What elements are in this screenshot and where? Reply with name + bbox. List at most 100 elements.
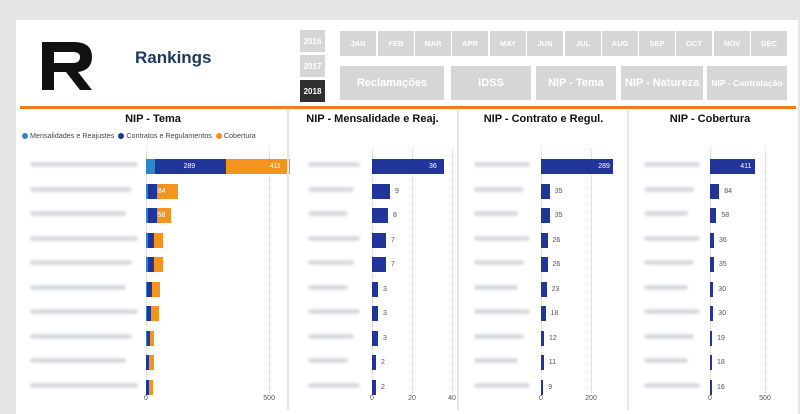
- category-label: [644, 235, 700, 241]
- category-label: [30, 260, 132, 265]
- data-label: 26: [552, 236, 561, 244]
- bar: [372, 232, 386, 248]
- category-label: [644, 309, 700, 314]
- data-label: 35: [554, 187, 563, 195]
- legend-label: Mensalidades e Reajustes: [30, 131, 115, 140]
- bar: [541, 306, 546, 321]
- legend-item-contratos[interactable]: Contratos e Regulamentos: [118, 131, 212, 140]
- category-label: [30, 358, 126, 363]
- data-label: 411: [269, 163, 281, 170]
- chart-title: NIP - Contrato e Regul.: [483, 113, 604, 125]
- bar: [710, 281, 714, 297]
- bar: [372, 183, 390, 199]
- month-button-jan[interactable]: JAN: [340, 31, 376, 56]
- month-button-dec[interactable]: DEC: [751, 31, 787, 56]
- data-label: 30: [718, 285, 727, 293]
- axis-tick-label: 500: [263, 395, 275, 402]
- category-label: [308, 284, 348, 290]
- category-label: [308, 235, 360, 241]
- chart-panel-nip-tema: NIP - Tema Mensalidades e Reajustes Cont…: [22, 110, 328, 410]
- bar: [372, 208, 388, 223]
- bar-cobertura: [152, 281, 160, 297]
- gridline: [452, 148, 453, 393]
- bar: [372, 159, 444, 174]
- month-button-feb[interactable]: FEB: [378, 31, 414, 56]
- month-button-mar[interactable]: MAR: [415, 31, 451, 56]
- data-label: 35: [718, 261, 727, 268]
- panel-divider: [287, 110, 289, 410]
- bar-cobertura: [148, 379, 153, 395]
- tab-nip-natureza[interactable]: NIP - Natureza: [621, 66, 703, 100]
- data-label: 2: [381, 383, 385, 391]
- axis-tick-label: 40: [448, 395, 456, 402]
- month-button-aug[interactable]: AUG: [602, 31, 638, 56]
- chart-panel-nip-mensalidade: NIP - Mensalidade e Reaj. 0 20 40 36 9 8 7 7 3 3 3…: [290, 110, 456, 410]
- category-label: [308, 333, 354, 339]
- category-label: [308, 260, 354, 265]
- month-button-oct[interactable]: OCT: [676, 31, 712, 56]
- panel-divider: [457, 110, 459, 410]
- bar-contratos: [146, 379, 149, 395]
- axis-tick-label: 200: [585, 395, 597, 402]
- right-margin: [790, 110, 798, 410]
- year-button-2018[interactable]: 2018: [300, 80, 325, 102]
- tab-nip-tema[interactable]: NIP - Tema: [536, 66, 616, 100]
- bar-contratos: [147, 257, 155, 272]
- bar-mensalidades: [146, 257, 148, 272]
- bar-cobertura: [149, 330, 155, 346]
- data-label: 58: [721, 212, 730, 219]
- chart-panel-nip-cobertura: NIP - Cobertura 0 500 411 84 58 36 35 30 30 19 18 1…: [630, 110, 790, 410]
- chart-title: NIP - Tema: [125, 113, 181, 125]
- bar: [541, 330, 544, 346]
- bar-mensalidades: [146, 232, 148, 248]
- category-label: [644, 333, 694, 339]
- tab-idss[interactable]: IDSS: [451, 66, 531, 100]
- page-title: Rankings: [135, 48, 212, 67]
- month-button-apr[interactable]: APR: [452, 31, 488, 56]
- legend-item-mensalidades[interactable]: Mensalidades e Reajustes: [22, 131, 114, 140]
- data-label: 2: [381, 359, 385, 366]
- data-label: 3: [383, 334, 387, 342]
- data-label: 84: [157, 187, 166, 195]
- data-label: 23: [551, 285, 560, 293]
- category-label: [308, 186, 354, 192]
- data-label: 16: [717, 383, 725, 391]
- tab-reclamacoes[interactable]: Reclamações: [340, 66, 444, 100]
- r-monogram-logo-icon: [42, 42, 92, 90]
- bar: [541, 355, 544, 370]
- bar-cobertura: [149, 355, 154, 370]
- data-label: 3: [383, 285, 387, 293]
- year-button-2016[interactable]: 2016: [300, 30, 325, 52]
- month-button-jul[interactable]: JUL: [565, 31, 601, 56]
- chart-title: NIP - Cobertura: [669, 113, 751, 125]
- legend-item-cobertura[interactable]: Cobertura: [215, 131, 256, 140]
- category-label: [644, 186, 694, 192]
- bar-contratos: [154, 159, 227, 174]
- axis-tick-label: 0: [708, 395, 712, 402]
- month-button-jun[interactable]: JUN: [527, 31, 563, 56]
- bar: [541, 379, 544, 395]
- bar: [541, 159, 614, 174]
- bar-mensalidades: [146, 159, 155, 174]
- gridline: [412, 148, 413, 393]
- data-label: 18: [550, 310, 559, 317]
- data-label: 36: [429, 163, 437, 170]
- year-button-2017[interactable]: 2017: [300, 55, 325, 77]
- bar: [541, 281, 547, 297]
- gridline: [269, 148, 271, 393]
- bar: [372, 281, 378, 297]
- bar-cobertura: [154, 232, 163, 248]
- data-label: 8: [393, 212, 397, 219]
- legend-dot-icon: [22, 132, 28, 139]
- bar-contratos: [146, 330, 150, 346]
- bar: [541, 257, 548, 272]
- month-button-may[interactable]: MAY: [490, 31, 526, 56]
- bar: [710, 355, 712, 370]
- legend-dot-icon: [118, 132, 125, 139]
- tab-nip-contratacao[interactable]: NIP - Contratação: [707, 66, 787, 100]
- category-label: [644, 260, 694, 265]
- month-button-nov[interactable]: NOV: [714, 31, 750, 56]
- header-divider: [20, 106, 796, 109]
- month-button-sep[interactable]: SEP: [639, 31, 675, 56]
- data-label: 12: [549, 334, 557, 342]
